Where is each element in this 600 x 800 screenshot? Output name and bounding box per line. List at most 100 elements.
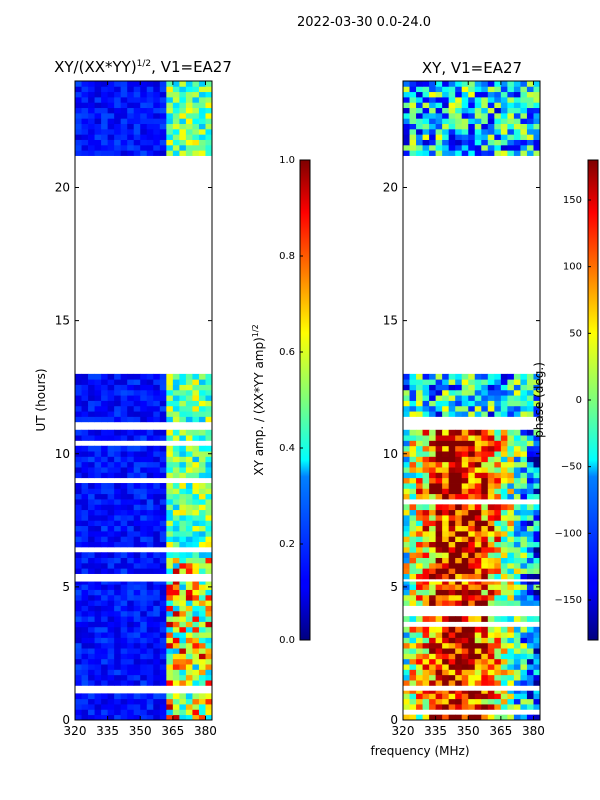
heatmap-cell [205,107,213,114]
heatmap-cell [101,429,109,436]
heatmap-cell [507,488,515,495]
heatmap-cell [403,467,410,473]
heatmap-cell [101,621,109,628]
heatmap-cell [455,525,463,532]
heatmap-cell [140,123,148,130]
heatmap-cell [507,669,515,676]
heatmap-cell [81,680,89,686]
heatmap-cell [507,562,515,569]
heatmap-cell [513,150,521,156]
heatmap-cell [461,107,469,114]
heatmap-cell [513,483,521,489]
heatmap-cell [500,395,508,401]
heatmap-cell [448,504,456,511]
heatmap-cell [520,445,528,452]
heatmap-cell [448,384,456,391]
heatmap-cell [435,541,443,548]
heatmap-cell [455,568,463,574]
heatmap-cell [533,573,541,580]
heatmap-cell [448,600,456,606]
heatmap-cell [442,139,450,146]
heatmap-cell [120,499,128,505]
heatmap-cell [500,546,508,553]
heatmap-cell [442,514,450,521]
heatmap-cell [114,429,122,436]
heatmap-cell [487,379,495,385]
heatmap-cell [88,709,95,716]
heatmap-cell [507,472,515,479]
heatmap-cell [166,429,174,436]
heatmap-cell [500,379,508,385]
heatmap-cell [107,400,115,407]
heatmap-cell [520,520,528,527]
heatmap-cell [494,626,502,633]
heatmap-cell [526,581,534,585]
heatmap-cell [146,552,154,558]
heatmap-cell [198,621,206,628]
heatmap-cell [448,123,456,130]
heatmap-cell [429,96,437,103]
heatmap-cell [101,128,109,135]
heatmap-cell [94,499,102,505]
heatmap-cell [198,584,206,590]
heatmap-cell [429,525,437,532]
heatmap-cell [153,541,161,548]
heatmap-cell [133,384,141,391]
amplitude-colorbar-label: XY amp. / (XX*YY amp)1/2 [251,324,266,475]
heatmap-cell [403,123,410,130]
heatmap-cell [88,610,95,617]
heatmap-cell [455,379,463,385]
heatmap-cell [533,600,541,606]
heatmap-cell [481,573,489,580]
heatmap-cell [507,509,515,516]
heatmap-cell [500,664,508,670]
heatmap-cell [192,514,200,521]
heatmap-cell [120,456,128,463]
heatmap-cell [166,405,174,412]
heatmap-cell [198,637,206,644]
heatmap-cell [520,483,528,489]
heatmap-cell [94,709,102,716]
heatmap-cell [468,477,476,484]
heatmap-cell [101,552,109,558]
heatmap-cell [461,112,469,119]
heatmap-cell [107,698,115,705]
phase-panel-title: XY, V1=EA27 [422,59,522,77]
heatmap-cell [198,600,206,606]
heatmap-cell [422,664,430,670]
heatmap-cell [185,600,193,606]
heatmap-cell [526,642,534,649]
heatmap-cell [474,594,482,601]
heatmap-cell [120,562,128,569]
heatmap-cell [513,541,521,548]
heatmap-cell [192,568,200,574]
heatmap-cell [120,520,128,527]
heatmap-cell [88,669,95,676]
heatmap-cell [159,373,167,380]
heatmap-cell [107,102,115,109]
heatmap-cell [403,557,410,564]
heatmap-cell [114,128,122,135]
heatmap-cell [487,658,495,665]
heatmap-cell [75,102,82,109]
heatmap-cell [185,520,193,527]
heatmap-cell [107,581,115,585]
heatmap-cell [127,616,135,622]
heatmap-cell [422,477,430,484]
heatmap-cell [81,128,89,135]
heatmap-cell [127,379,135,385]
heatmap-cell [507,128,515,135]
heatmap-cell [487,600,495,606]
heatmap-cell [416,520,423,527]
heatmap-cell [461,698,469,705]
heatmap-cell [500,150,508,156]
heatmap-cell [198,514,206,521]
heatmap-cell [88,509,95,516]
heatmap-cell [127,584,135,590]
heatmap-cell [429,139,437,146]
heatmap-cell [153,445,161,452]
heatmap-cell [520,400,528,407]
heatmap-cell [468,467,476,473]
heatmap-cell [153,112,161,119]
